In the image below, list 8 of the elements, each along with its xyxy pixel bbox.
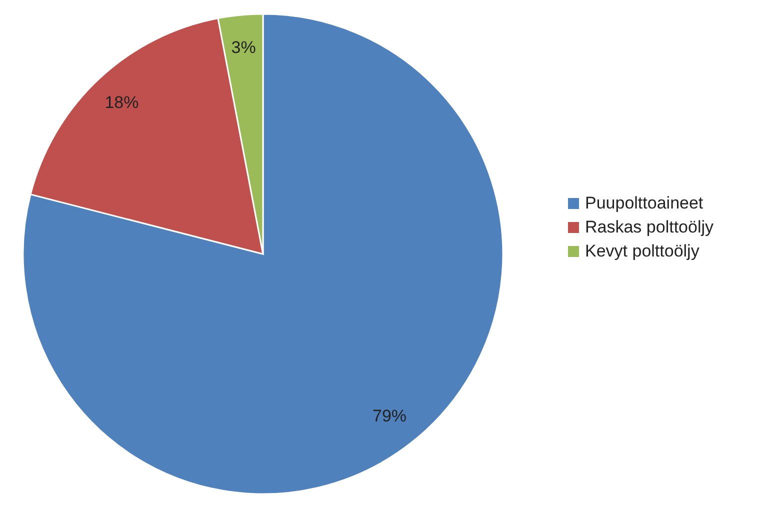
legend-label: Raskas polttoöljy xyxy=(585,217,714,236)
pie-slice xyxy=(22,13,504,495)
data-label: 3% xyxy=(231,38,256,57)
data-label: 79% xyxy=(372,406,407,426)
legend-label: Kevyt polttoöljy xyxy=(585,241,700,260)
data-label: 18% xyxy=(104,93,139,112)
pie-slice xyxy=(30,18,264,255)
legend-label: Puupolttoaineet xyxy=(585,193,704,212)
